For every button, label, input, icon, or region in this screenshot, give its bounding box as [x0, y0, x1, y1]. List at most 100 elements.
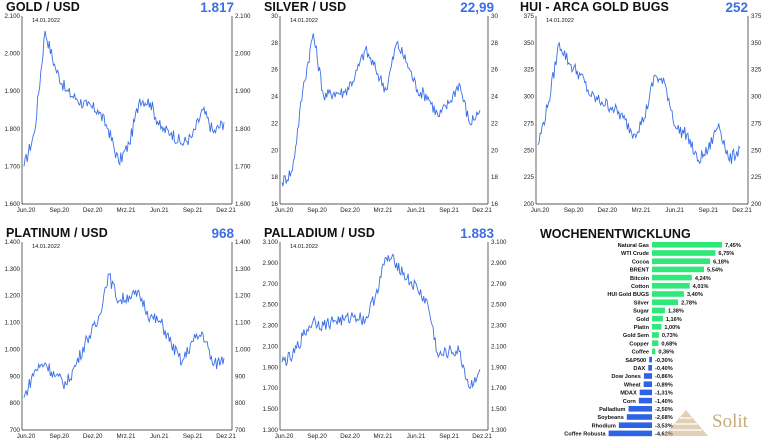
y-tick-label-left: 300	[524, 94, 535, 101]
logo-text: Solit	[712, 411, 748, 432]
x-tick-label: Jun.20	[275, 433, 294, 440]
category-label: Sugar	[633, 309, 650, 315]
x-tick-label: Dez.20	[340, 433, 360, 440]
y-tick-label-left: 22	[271, 120, 278, 127]
y-tick-label-right: 26	[491, 67, 498, 74]
y-tick-label-left: 275	[524, 120, 535, 127]
hui-chart: 375 375 350 350 325 325 300 300 275 275 250 250 225 2…	[524, 13, 762, 214]
y-tick-label-right: 2.100	[491, 343, 507, 350]
category-label: Dow Jones	[611, 374, 641, 380]
x-tick-label: Sep.20	[307, 433, 327, 440]
bar-wheat	[643, 381, 652, 387]
x-tick-label: Sep.20	[307, 207, 327, 214]
x-tick-label: Jun.21	[150, 433, 169, 440]
y-tick-label-left: 1.500	[263, 406, 279, 413]
value-label: -0,86%	[655, 374, 673, 380]
y-tick-label-left: 18	[271, 174, 278, 181]
x-tick-label: Sep.21	[183, 207, 203, 214]
category-label: DAX	[633, 366, 645, 372]
value-label: 1,16%	[666, 317, 682, 323]
value-label: 6,18%	[713, 259, 729, 265]
x-tick-label: Jun.20	[17, 207, 36, 214]
y-tick-label-right: 200	[751, 201, 762, 208]
y-tick-label-right: 1.900	[235, 88, 251, 95]
silver-panel: SILVER / USD 22,99 30 30 28 28 26 26 24 24 22 22 2…	[258, 0, 508, 220]
platinum-panel: PLATINUM / USD 968 1.400 1.400 1.300 1.300 1…	[0, 226, 252, 446]
date-label: 14.01.2022	[32, 18, 60, 24]
price-series-line	[281, 33, 481, 187]
date-label: 14.01.2022	[546, 18, 574, 24]
y-tick-label-left: 325	[524, 67, 535, 74]
bar-rhodium	[618, 422, 652, 428]
y-tick-label-left: 2.300	[263, 323, 279, 330]
y-tick-label-left: 1.900	[263, 364, 279, 371]
category-label: Cocoa	[632, 259, 650, 265]
y-tick-label-right: 900	[235, 373, 246, 380]
category-label: Rhodium	[592, 423, 616, 429]
x-tick-label: Mrz.21	[117, 207, 136, 214]
palladium-value: 1.883	[460, 226, 494, 241]
y-tick-label-right: 225	[751, 174, 762, 181]
category-label: Copper	[629, 341, 649, 347]
y-tick-label-right: 1.900	[491, 364, 507, 371]
y-tick-label-right: 2.300	[491, 323, 507, 330]
gold-title: GOLD / USD	[6, 0, 80, 14]
x-tick-label: Jun.20	[275, 207, 294, 214]
palladium-chart: 3.100 3.100 2.900 2.900 2.700 2.700 2.500 2.500…	[263, 239, 508, 440]
category-label: Platin	[634, 325, 650, 331]
y-tick-label-left: 1.300	[5, 266, 21, 273]
y-tick-label-right: 1.500	[491, 406, 507, 413]
category-label: Coffee Robusta	[564, 432, 606, 438]
price-series-line	[23, 30, 225, 167]
platinum-value: 968	[211, 226, 234, 241]
category-label: Soybeans	[597, 415, 623, 421]
x-tick-label: Sep.21	[699, 207, 719, 214]
silver-title: SILVER / USD	[264, 0, 347, 14]
y-tick-label-left: 225	[524, 174, 535, 181]
bar-brent	[652, 266, 705, 273]
y-tick-label-right: 24	[491, 94, 498, 101]
price-series-line	[281, 253, 481, 389]
y-tick-label-left: 16	[271, 201, 278, 208]
y-tick-label-right: 1.700	[235, 163, 251, 170]
value-label: 2,78%	[681, 300, 697, 306]
y-tick-label-right: 1.600	[235, 201, 251, 208]
x-tick-label: Dez.21	[732, 207, 752, 214]
y-tick-label-left: 1.600	[5, 201, 21, 208]
x-tick-label: Mrz.21	[374, 433, 393, 440]
y-tick-label-left: 1.700	[5, 163, 21, 170]
value-label: 0,36%	[658, 350, 674, 356]
y-tick-label-right: 1.300	[235, 266, 251, 273]
bar-hui-gold-bugs	[652, 291, 684, 297]
x-tick-label: Sep.21	[439, 433, 459, 440]
bar-sugar	[652, 307, 665, 314]
gold-value: 1.817	[200, 0, 234, 15]
value-label: 4,01%	[693, 284, 709, 290]
y-tick-label-right: 30	[491, 13, 498, 20]
bar-cotton	[652, 283, 690, 289]
bar-gold-sem	[652, 332, 659, 338]
y-tick-label-right: 250	[751, 147, 762, 154]
y-tick-label-right: 1.800	[235, 126, 251, 133]
x-tick-label: Sep.20	[50, 207, 70, 214]
x-tick-label: Jun.21	[407, 207, 426, 214]
y-tick-label-left: 200	[524, 201, 535, 208]
bar-coffee-robusta	[608, 430, 652, 437]
x-tick-label: Dez.20	[340, 207, 360, 214]
x-tick-label: Dez.21	[472, 207, 492, 214]
y-tick-label-right: 1.400	[235, 239, 251, 246]
bar-cocoa	[652, 258, 711, 264]
x-tick-label: Jun.20	[17, 433, 36, 440]
y-tick-label-left: 1.100	[5, 320, 21, 327]
value-label: -1,31%	[655, 391, 673, 397]
date-label: 14.01.2022	[32, 244, 60, 250]
price-series-line	[23, 272, 225, 398]
y-tick-label-right: 1.700	[491, 385, 507, 392]
pyramid-icon	[664, 410, 708, 436]
y-tick-label-right: 325	[751, 67, 762, 74]
y-tick-label-left: 700	[10, 427, 21, 434]
x-tick-label: Mrz.21	[632, 207, 651, 214]
y-tick-label-right: 800	[235, 400, 246, 407]
y-tick-label-right: 18	[491, 174, 498, 181]
bar-gold	[652, 315, 663, 322]
